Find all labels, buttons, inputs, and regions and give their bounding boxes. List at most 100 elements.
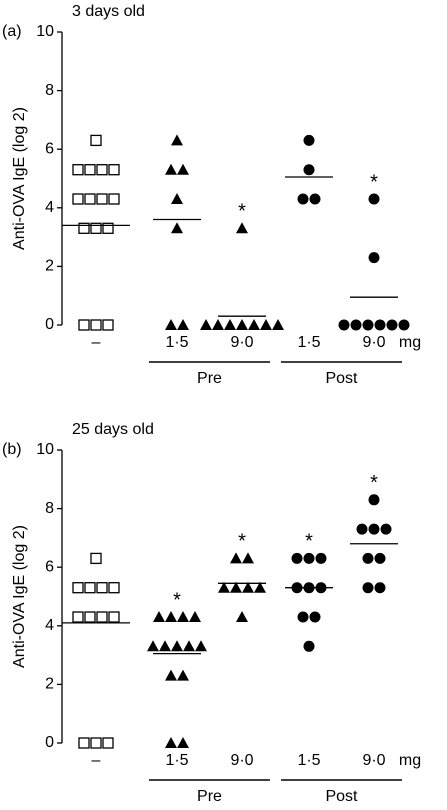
significance-mark: * — [370, 472, 378, 494]
triangle-point — [200, 319, 212, 330]
square-point — [78, 319, 90, 331]
triangle-point — [159, 640, 171, 652]
significance-mark: * — [238, 531, 246, 553]
square-point — [72, 164, 84, 176]
square-point — [78, 222, 90, 234]
triangle-point — [177, 669, 189, 681]
circle-point — [374, 582, 386, 594]
group-label: Pre — [197, 788, 222, 805]
square-point — [84, 193, 96, 205]
panel-label: (a) — [2, 23, 22, 40]
circle-point — [303, 640, 315, 652]
circle-point — [398, 319, 410, 331]
circle-point — [356, 523, 368, 535]
triangle-point — [230, 552, 242, 564]
square-point — [78, 737, 90, 749]
circle-point — [374, 319, 386, 331]
y-tick-label: 4 — [45, 199, 54, 216]
group-label: Post — [325, 788, 358, 805]
x-tick-label: – — [92, 334, 101, 351]
square-point — [84, 582, 96, 594]
x-tick-label: 1·5 — [297, 752, 320, 769]
y-tick-label: 0 — [45, 734, 54, 751]
triangle-point — [260, 319, 272, 330]
group-label: Post — [325, 370, 358, 387]
triangle-point — [236, 222, 248, 234]
triangle-point — [171, 193, 183, 205]
circle-point — [303, 134, 315, 146]
circle-point — [291, 552, 303, 564]
x-tick-label: 9·0 — [362, 334, 385, 351]
triangle-point — [236, 319, 248, 330]
chart-title: 3 days old — [72, 3, 145, 20]
y-tick-label: 6 — [45, 140, 54, 157]
square-point — [90, 222, 102, 234]
triangle-point — [177, 319, 189, 330]
triangle-point — [165, 163, 177, 175]
triangle-point — [242, 581, 254, 593]
circle-point — [297, 611, 309, 623]
y-axis-label: Anti-OVA IgE (log 2) — [11, 525, 28, 668]
circle-point — [362, 319, 374, 331]
square-point — [72, 193, 84, 205]
circle-point — [380, 523, 392, 535]
triangle-point — [272, 319, 284, 330]
triangle-point — [153, 611, 165, 623]
triangle-point — [165, 319, 177, 330]
chart-title: 25 days old — [72, 421, 154, 438]
triangle-point — [177, 737, 189, 748]
x-tick-label: 9·0 — [362, 752, 385, 769]
circle-point — [368, 494, 380, 506]
x-tick-label: 1·5 — [165, 334, 188, 351]
circle-point — [350, 319, 362, 331]
square-point — [90, 737, 102, 749]
circle-point — [338, 319, 350, 331]
square-point — [96, 582, 108, 594]
significance-mark: * — [370, 171, 378, 193]
square-point — [72, 582, 84, 594]
square-point — [90, 552, 102, 565]
x-tick-label: 1·5 — [297, 334, 320, 351]
significance-mark: * — [173, 589, 181, 611]
y-tick-label: 10 — [36, 23, 54, 40]
square-point — [102, 737, 114, 749]
unit-label: mg — [399, 752, 421, 769]
circle-point — [303, 552, 315, 564]
square-point — [102, 222, 114, 234]
triangle-point — [189, 611, 201, 623]
triangle-point — [218, 581, 230, 593]
triangle-point — [165, 611, 177, 623]
circle-point — [303, 164, 315, 176]
circle-point — [297, 193, 309, 205]
circle-point — [362, 552, 374, 564]
square-point — [102, 319, 114, 331]
triangle-point — [171, 222, 183, 234]
square-point — [108, 611, 120, 623]
triangle-point — [242, 552, 254, 564]
panel-label: (b) — [2, 441, 22, 458]
circle-point — [374, 552, 386, 564]
square-point — [96, 193, 108, 205]
triangle-point — [147, 640, 159, 652]
triangle-point — [177, 163, 189, 175]
significance-mark: * — [238, 201, 246, 223]
triangle-point — [212, 319, 224, 330]
y-tick-label: 8 — [45, 500, 54, 517]
triangle-point — [183, 640, 195, 652]
circle-point — [368, 193, 380, 205]
square-point — [108, 582, 120, 594]
y-tick-label: 10 — [36, 441, 54, 458]
x-tick-label: 9·0 — [230, 752, 253, 769]
group-label: Pre — [197, 370, 222, 387]
x-tick-label: 1·5 — [165, 752, 188, 769]
y-tick-label: 6 — [45, 558, 54, 575]
triangle-point — [254, 581, 266, 593]
x-tick-label: – — [92, 752, 101, 769]
circle-point — [386, 319, 398, 331]
circle-point — [362, 582, 374, 594]
y-tick-label: 8 — [45, 82, 54, 99]
significance-mark: * — [305, 531, 313, 553]
triangle-point — [171, 134, 183, 146]
triangle-point — [165, 737, 177, 748]
